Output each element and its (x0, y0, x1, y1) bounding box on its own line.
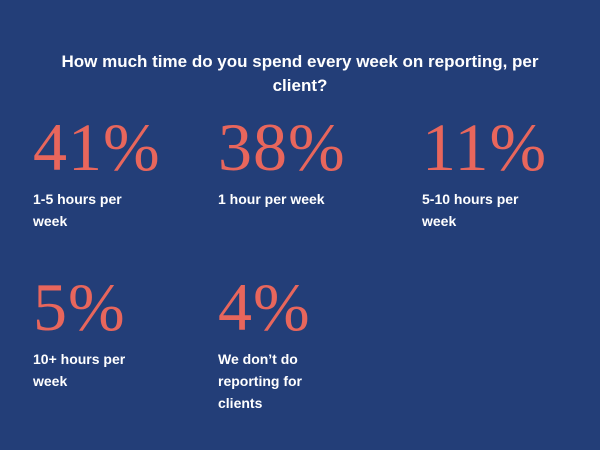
stat-label: 10+ hours per week (33, 351, 126, 389)
stat: 4% We don’t do reporting for clients (218, 272, 358, 414)
stat-label: 5-10 hours per week (422, 191, 519, 229)
stat-value: 11% (422, 109, 548, 185)
stat-label: We don’t do reporting for clients (218, 351, 302, 411)
stat: 11% 5-10 hours per week (422, 112, 590, 232)
stat-label: 1 hour per week (218, 191, 325, 207)
stat-label: 1-5 hours per week (33, 191, 122, 229)
stat-value: 4% (218, 269, 311, 345)
stat: 41% 1-5 hours per week (33, 112, 191, 232)
stat: 38% 1 hour per week (218, 112, 408, 210)
stat-value: 38% (218, 109, 346, 185)
stat: 5% 10+ hours per week (33, 272, 191, 392)
stat-value: 5% (33, 269, 126, 345)
title: How much time do you spend every week on… (61, 52, 539, 95)
stat-value: 41% (33, 109, 161, 185)
